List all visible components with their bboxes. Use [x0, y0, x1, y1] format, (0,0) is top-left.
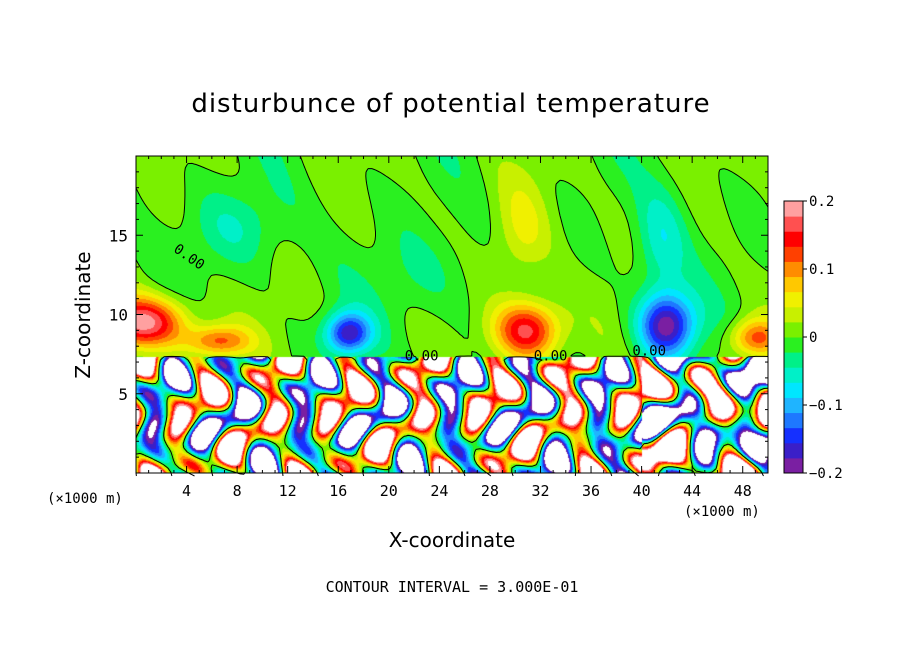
- x-tick-label: 20: [380, 482, 398, 500]
- colorbar-swatch: [784, 412, 803, 429]
- x-tick-label: 28: [481, 482, 499, 500]
- y-axis: 5 10 15: [109, 171, 768, 458]
- y-axis-label: Z-coordinate: [71, 251, 95, 378]
- colorbar-swatch: [784, 382, 803, 398]
- x-unit-right: (×1000 m): [684, 504, 760, 520]
- x-tick-label: 16: [329, 482, 347, 500]
- x-tick-label: 48: [734, 482, 752, 500]
- colorbar-swatch: [784, 397, 803, 414]
- x-tick-label: 4: [182, 482, 191, 500]
- potential-temperature-field: [136, 156, 768, 473]
- colorbar-swatch: [784, 427, 803, 444]
- colorbar-swatch: [784, 442, 803, 459]
- colorbar: 0.2 0.1 0 −0.1 −0.2: [783, 194, 843, 482]
- y-tick-label: 15: [109, 226, 128, 245]
- x-tick-label: 12: [279, 482, 297, 500]
- colorbar-swatch: [784, 321, 803, 338]
- x-tick-label: 44: [683, 482, 701, 500]
- y-tick-label: 10: [109, 306, 128, 325]
- colorbar-tick-label: −0.2: [809, 466, 843, 482]
- contour-label: 0.00: [405, 348, 439, 364]
- colorbar-swatch: [784, 457, 803, 474]
- colorbar-swatch: [784, 231, 803, 247]
- colorbar-tick-label: −0.1: [809, 398, 843, 414]
- colorbar-swatch: [784, 367, 803, 383]
- x-tick-label: 32: [531, 482, 549, 500]
- colorbar-swatch: [784, 246, 803, 262]
- colorbar-swatch: [784, 276, 803, 293]
- plot-area: 0.000.00 0.00 0.00: [135, 155, 769, 477]
- contour-interval-note: CONTOUR INTERVAL = 3.000E-01: [326, 578, 579, 596]
- x-tick-label: 36: [582, 482, 600, 500]
- contour-label: 0.00: [534, 348, 568, 364]
- zero-contour-path: [135, 155, 769, 477]
- zero-contours: [135, 155, 769, 477]
- x-axis: 4 8 12 16 20 24 28 32 36 40 44 48: [148, 156, 756, 500]
- x-unit-left: (×1000 m): [47, 491, 123, 507]
- colorbar-swatch: [784, 337, 803, 353]
- colorbar-swatch: [784, 306, 803, 323]
- x-tick-label: 40: [633, 482, 651, 500]
- colorbar-tick-label: 0.2: [809, 194, 834, 210]
- colorbar-swatch: [784, 261, 803, 278]
- x-axis-label: X-coordinate: [389, 528, 516, 552]
- contour-label: 0.00: [632, 344, 666, 360]
- x-tick-label: 8: [233, 482, 242, 500]
- chart-title: disturbunce of potential temperature: [191, 89, 710, 119]
- y-tick-label: 5: [118, 385, 128, 404]
- colorbar-tick-label: 0: [809, 330, 817, 346]
- colorbar-swatch: [784, 216, 803, 232]
- colorbar-swatch: [784, 201, 803, 217]
- colorbar-swatch: [784, 291, 803, 308]
- colorbar-tick-label: 0.1: [809, 262, 834, 278]
- x-tick-label: 24: [430, 482, 448, 500]
- colorbar-swatch: [784, 352, 803, 368]
